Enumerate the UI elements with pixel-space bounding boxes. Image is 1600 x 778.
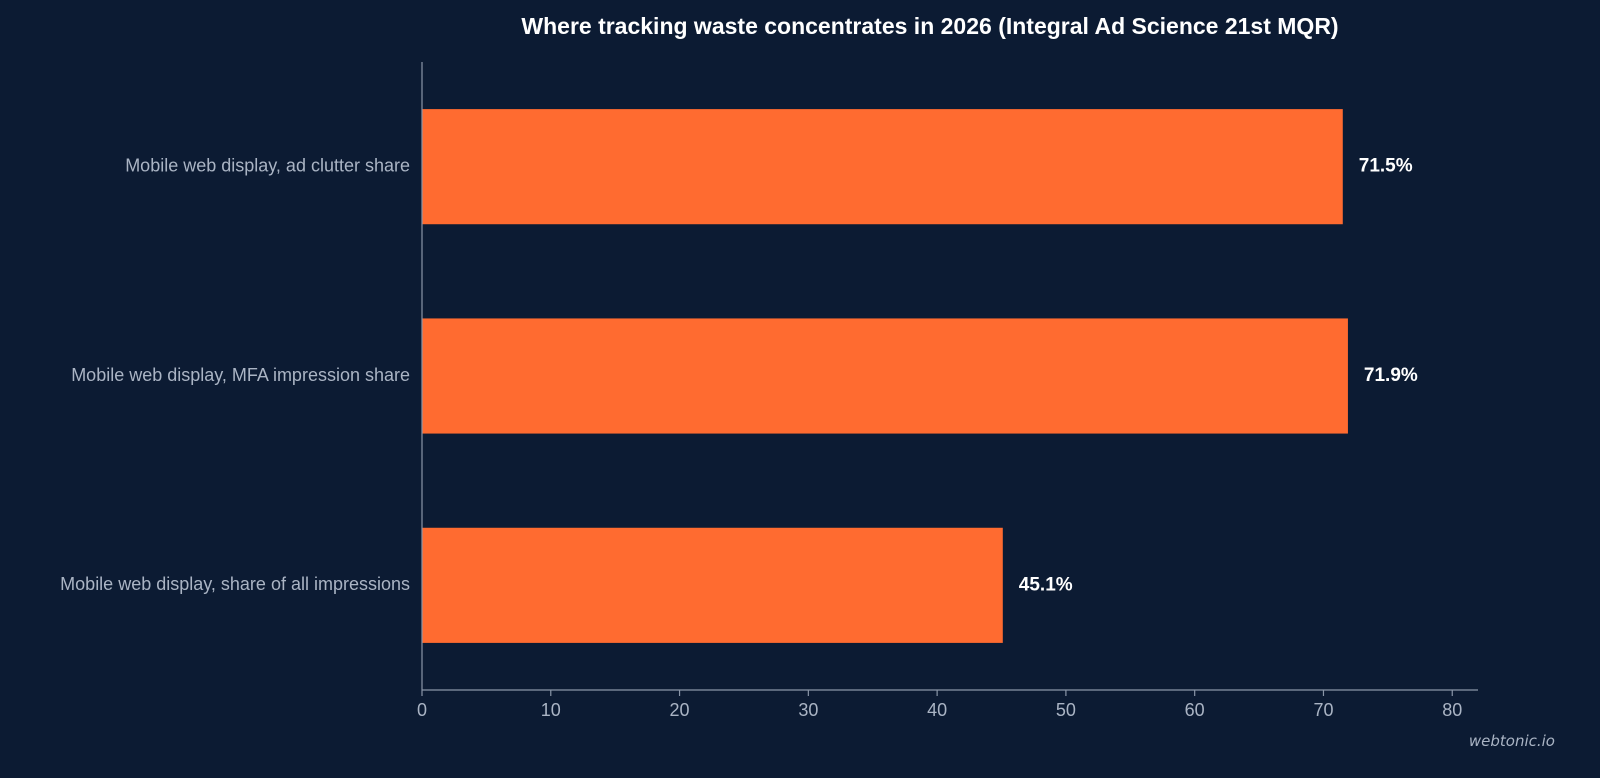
x-tick-label-30: 30 xyxy=(798,700,818,720)
data-label-2: 71.9% xyxy=(1364,365,1418,386)
data-label-1: 71.5% xyxy=(1359,156,1413,177)
x-tick-label-60: 60 xyxy=(1185,700,1205,720)
data-label-3: 45.1% xyxy=(1019,574,1073,595)
x-tick-label-50: 50 xyxy=(1056,700,1076,720)
category-label-2: Mobile web display, MFA impression share xyxy=(71,365,410,385)
x-tick-label-20: 20 xyxy=(670,700,690,720)
x-tick-label-10: 10 xyxy=(541,700,561,720)
x-tick-label-80: 80 xyxy=(1442,700,1462,720)
bar-2 xyxy=(422,318,1348,434)
x-ticks-group: 0 10 20 30 40 50 60 70 80 xyxy=(417,690,1462,720)
category-label-1: Mobile web display, ad clutter share xyxy=(125,155,410,175)
bar-3 xyxy=(422,527,1003,643)
bar-1 xyxy=(422,109,1343,225)
watermark: webtonic.io xyxy=(1468,732,1555,750)
bars-group: Mobile web display, ad clutter share 71.5… xyxy=(60,109,1418,643)
chart-title: Where tracking waste concentrates in 202… xyxy=(521,13,1338,39)
x-tick-label-40: 40 xyxy=(927,700,947,720)
category-label-3: Mobile web display, share of all impress… xyxy=(60,574,410,594)
x-tick-label-0: 0 xyxy=(417,700,427,720)
x-tick-label-70: 70 xyxy=(1313,700,1333,720)
axes-group xyxy=(421,62,1478,691)
